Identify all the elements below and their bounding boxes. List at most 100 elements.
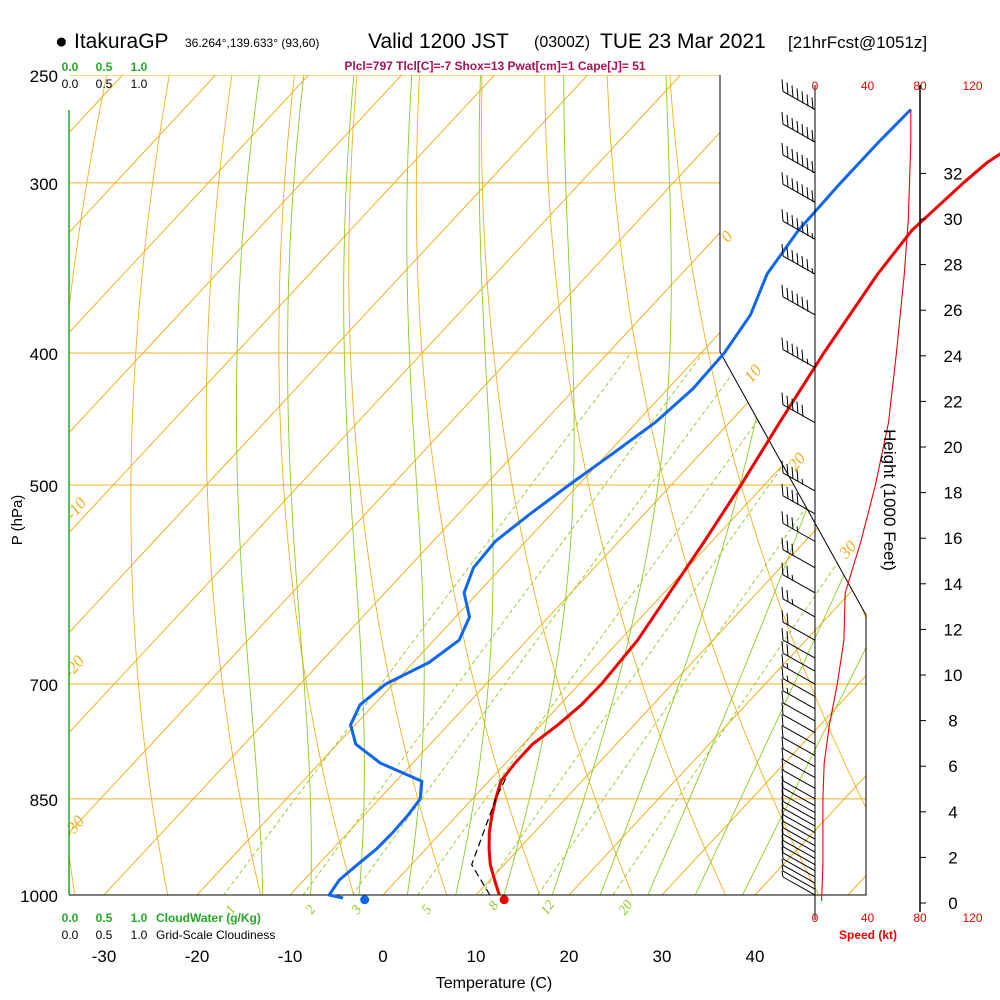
wind-barb xyxy=(781,243,816,275)
height-tick-label: 4 xyxy=(948,803,957,822)
wind-barb xyxy=(781,392,816,424)
height-tick-label: 2 xyxy=(948,848,957,867)
mixing-ratio-label: 3 xyxy=(348,903,365,918)
isotherm-line xyxy=(568,75,866,895)
cloudiness-tick-top: 0.0 xyxy=(62,77,79,91)
wind-barb xyxy=(781,796,816,827)
wind-barb xyxy=(781,537,816,569)
cloudwater-tick-top: 0.5 xyxy=(96,60,113,74)
height-tick-label: 32 xyxy=(944,164,963,183)
dry-adiabat xyxy=(348,75,457,895)
height-tick-label: 20 xyxy=(944,438,963,457)
speed-tick-top: 0 xyxy=(812,79,819,93)
dry-adiabat xyxy=(278,75,363,895)
moist-adiabat xyxy=(402,75,425,895)
wind-barb xyxy=(781,725,816,757)
speed-tick-top: 40 xyxy=(861,79,875,93)
mixing-ratio-line xyxy=(460,352,864,895)
isotherm-line xyxy=(847,75,866,895)
wind-barb xyxy=(781,714,816,745)
isotherm-line xyxy=(69,75,588,895)
wind-barb xyxy=(781,822,816,853)
cloudiness-tick-bottom: 0.0 xyxy=(62,928,79,942)
wind-barb xyxy=(781,628,816,659)
pressure-tick-label: 850 xyxy=(30,791,58,810)
height-tick-label: 10 xyxy=(944,666,963,685)
isotherm-label: 10 xyxy=(740,360,766,386)
wind-barb xyxy=(781,840,816,872)
speed-tick-bottom: 80 xyxy=(913,911,927,925)
station-bullet: ● xyxy=(55,30,68,53)
height-tick-label: 16 xyxy=(944,529,963,548)
pressure-tick-label: 700 xyxy=(30,676,58,695)
speed-tick-bottom: 120 xyxy=(962,911,982,925)
cloudwater-tick-bottom: 0.0 xyxy=(62,911,79,925)
wind-barb xyxy=(781,758,816,789)
surface-temp-marker xyxy=(499,895,509,905)
mixing-ratio-label: 12 xyxy=(538,898,558,918)
wind-barb xyxy=(781,828,816,859)
moist-adiabat xyxy=(448,75,494,895)
wind-barb xyxy=(781,172,816,203)
height-tick-label: 18 xyxy=(944,484,963,503)
forecast-info: [21hrFcst@1051z] xyxy=(788,33,928,52)
temp-axis-label: Temperature (C) xyxy=(436,975,552,992)
mixing-ratio-line xyxy=(593,352,866,895)
temp-tick-label: 40 xyxy=(746,947,765,966)
temp-tick-label: 20 xyxy=(560,947,579,966)
pressure-tick-label: 500 xyxy=(30,477,58,496)
surface-dewpoint-marker xyxy=(360,895,370,905)
plot-area xyxy=(69,75,866,895)
height-axis-label: Height (1000 Feet) xyxy=(880,429,899,571)
wind-barb xyxy=(781,483,816,515)
isotherm-line xyxy=(289,75,866,895)
pressure-axis-label: P (hPa) xyxy=(9,495,26,546)
moist-adiabat xyxy=(727,75,866,895)
temp-tick-label: -30 xyxy=(92,947,117,966)
cloudiness-axis-label: Grid-Scale Cloudiness xyxy=(156,928,275,942)
wind-barb xyxy=(781,610,816,641)
dry-adiabat xyxy=(667,75,866,895)
height-tick-label: 12 xyxy=(944,620,963,639)
cloudiness-tick-bottom: 0.5 xyxy=(96,928,113,942)
dry-adiabat xyxy=(205,75,269,895)
pressure-tick-label: 1000 xyxy=(20,887,58,906)
mixing-ratio-line xyxy=(517,352,866,895)
station-name: ItakuraGP xyxy=(74,30,169,53)
parcel-path xyxy=(471,777,507,896)
isotherm-line xyxy=(69,75,774,895)
wind-barb xyxy=(781,736,816,768)
cloudwater-tick-top: 0.0 xyxy=(62,60,79,74)
dry-adiabat xyxy=(130,75,175,895)
mixing-ratio-label: 2 xyxy=(303,903,319,917)
isotherm-line xyxy=(69,75,309,895)
moist-adiabat xyxy=(235,75,264,895)
wind-barb xyxy=(781,79,816,110)
pressure-tick-label: 250 xyxy=(30,67,58,86)
pressure-tick-label: 300 xyxy=(30,175,58,194)
wind-barb xyxy=(781,809,816,840)
height-tick-label: 22 xyxy=(944,392,963,411)
height-tick-label: 24 xyxy=(944,347,963,366)
isotherm-line xyxy=(382,75,866,895)
wind-barb xyxy=(781,747,816,779)
dry-adiabat xyxy=(853,75,866,895)
moist-adiabat xyxy=(287,75,312,895)
wind-barb xyxy=(781,870,816,896)
dry-adiabat xyxy=(605,75,835,895)
cloudiness-tick-top: 1.0 xyxy=(131,77,148,91)
mixing-ratio-label: 20 xyxy=(616,898,636,918)
dry-adiabat xyxy=(415,75,552,895)
mixing-ratio-line xyxy=(331,352,749,895)
speed-axis-label: Speed (kt) xyxy=(839,928,897,942)
speed-tick-top: 120 xyxy=(962,79,982,93)
mixing-ratio-line xyxy=(201,352,632,895)
isotherm-line xyxy=(69,75,402,895)
wind-barb xyxy=(781,768,816,800)
wind-barb xyxy=(781,789,816,820)
isotherm-line xyxy=(69,75,216,895)
plot-border xyxy=(69,75,867,896)
wind-barb xyxy=(781,142,816,174)
wind-barb xyxy=(781,702,816,734)
